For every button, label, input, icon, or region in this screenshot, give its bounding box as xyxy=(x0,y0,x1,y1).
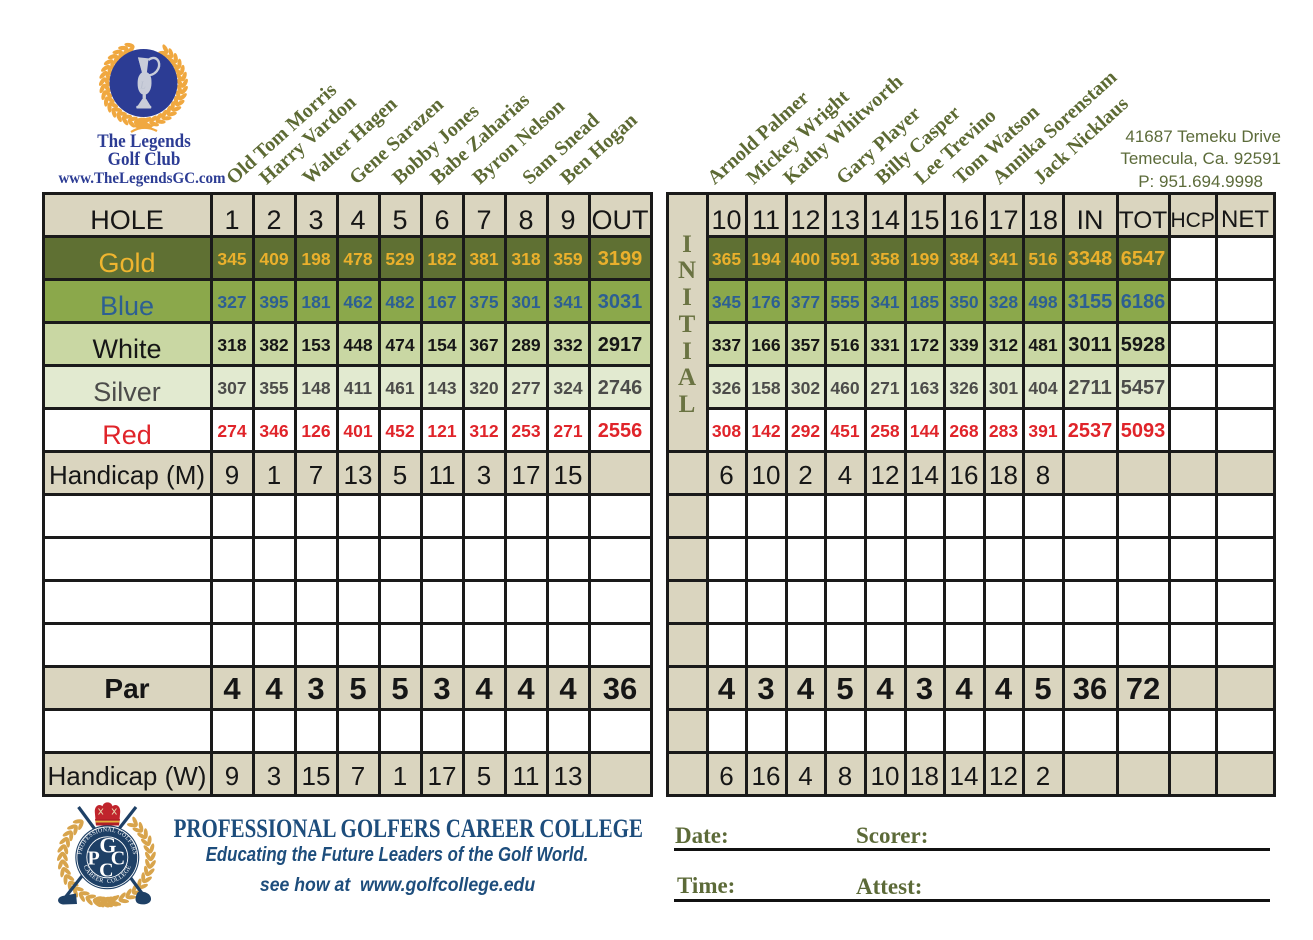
svg-text:C: C xyxy=(99,860,113,882)
svg-text:G: G xyxy=(99,833,116,858)
svg-text:L: L xyxy=(139,81,146,92)
svg-text:P: P xyxy=(87,848,99,870)
svg-text:C: C xyxy=(111,848,125,870)
